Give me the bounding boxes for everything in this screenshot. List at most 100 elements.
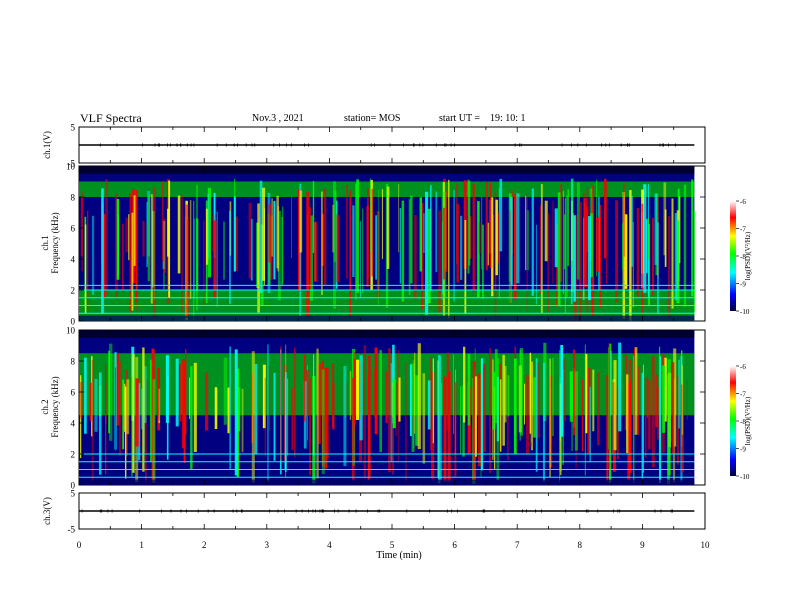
spectral-streak — [398, 184, 400, 253]
x-tick-label: 10 — [701, 540, 711, 550]
spectral-streak — [368, 355, 371, 477]
spectral-streak — [185, 204, 189, 318]
spectral-streak — [581, 379, 583, 452]
spectral-streak — [560, 184, 563, 282]
spectral-streak — [175, 358, 179, 427]
spectral-streak — [126, 379, 130, 435]
spectral-streak — [507, 375, 510, 417]
spectral-streak — [84, 357, 87, 434]
spectral-streak — [299, 190, 303, 253]
low-frequency-band — [79, 479, 695, 485]
spectral-streak — [525, 374, 530, 455]
spectral-streak — [525, 195, 527, 271]
spectral-streak — [399, 208, 401, 284]
ch1-spectrogram-ylabel-line1: ch.1 — [40, 235, 50, 250]
colorbar-tick-label: -6 — [740, 198, 746, 206]
spectral-streak — [595, 216, 600, 273]
spectral-streak — [89, 382, 92, 421]
spectral-streak — [567, 189, 569, 266]
spectral-streak — [542, 362, 546, 482]
y-tick-label: 8 — [71, 193, 76, 203]
spectral-streak — [131, 376, 133, 477]
spectral-streak — [122, 223, 124, 292]
spectral-streak — [691, 179, 694, 297]
spectral-streak — [325, 367, 329, 458]
spectral-streak — [519, 349, 521, 441]
spectral-streak — [549, 375, 553, 468]
spectral-streak — [670, 365, 672, 442]
spectral-streak — [468, 180, 471, 266]
spectral-streak — [456, 204, 459, 283]
spectral-streak — [375, 215, 378, 280]
spectral-streak — [673, 348, 677, 447]
spectral-streak — [421, 202, 424, 309]
spectral-streak — [204, 372, 209, 431]
spectral-streak — [142, 347, 145, 472]
spectral-streak — [316, 348, 319, 479]
spectral-streak — [203, 220, 205, 307]
y-tick-label: 2 — [71, 450, 76, 460]
spectral-streak — [235, 216, 238, 272]
spectral-streak — [658, 346, 661, 466]
spectral-streak — [646, 377, 649, 418]
spectral-streak — [662, 365, 666, 433]
spectral-streak — [413, 359, 415, 449]
spectral-streak — [499, 379, 502, 452]
spectral-streak — [443, 207, 445, 280]
spectral-streak — [597, 372, 600, 446]
spectral-streak — [294, 347, 296, 458]
spectral-streak — [390, 363, 393, 462]
spectral-streak — [332, 363, 335, 428]
spectral-streak — [459, 215, 463, 280]
spectral-streak — [367, 188, 369, 279]
spectral-streak — [178, 364, 181, 422]
spectral-streak — [613, 360, 617, 451]
spectral-streak — [664, 209, 667, 267]
spectral-streak — [679, 195, 681, 264]
spectral-streak — [467, 353, 471, 426]
spectral-streak — [482, 364, 486, 452]
spectral-streak — [321, 369, 325, 475]
y-tick-label: 4 — [71, 419, 76, 429]
x-tick-label: 9 — [640, 540, 645, 550]
spectral-streak — [536, 363, 540, 439]
x-tick-label: 0 — [77, 540, 82, 550]
spectral-streak — [540, 184, 543, 314]
spectral-streak — [592, 185, 595, 317]
spectral-streak — [637, 366, 640, 435]
spectral-streak — [128, 214, 130, 261]
spectral-streak — [144, 380, 147, 485]
spectral-streak — [276, 195, 279, 269]
spectral-streak — [544, 200, 548, 262]
spectral-streak — [349, 190, 352, 317]
spectral-streak — [80, 381, 83, 419]
spectral-streak — [195, 184, 198, 311]
spectral-streak — [84, 224, 87, 314]
spectral-streak — [557, 192, 561, 307]
spectral-streak — [455, 183, 458, 264]
spectral-streak — [323, 188, 327, 285]
spectral-streak — [634, 347, 638, 435]
spectral-streak — [618, 342, 622, 432]
spectral-streak — [229, 346, 231, 470]
spectral-streak — [379, 350, 382, 453]
spectral-streak — [363, 345, 367, 479]
spectral-streak — [397, 349, 399, 462]
spectral-streak — [321, 213, 324, 266]
spectral-streak — [592, 369, 595, 432]
spectral-streak — [482, 224, 484, 299]
spectral-streak — [552, 357, 554, 437]
spectral-streak — [492, 372, 496, 430]
spectral-streak — [183, 361, 186, 464]
spectral-streak — [606, 375, 609, 482]
spectral-streak — [392, 388, 394, 475]
spectral-streak — [562, 369, 564, 465]
spectral-streak — [308, 207, 312, 289]
spectral-streak — [207, 187, 211, 278]
spectral-streak — [552, 201, 554, 284]
x-tick-label: 3 — [265, 540, 270, 550]
spectral-streak — [122, 379, 125, 450]
spectral-streak — [480, 358, 484, 471]
spectral-streak — [313, 354, 315, 456]
